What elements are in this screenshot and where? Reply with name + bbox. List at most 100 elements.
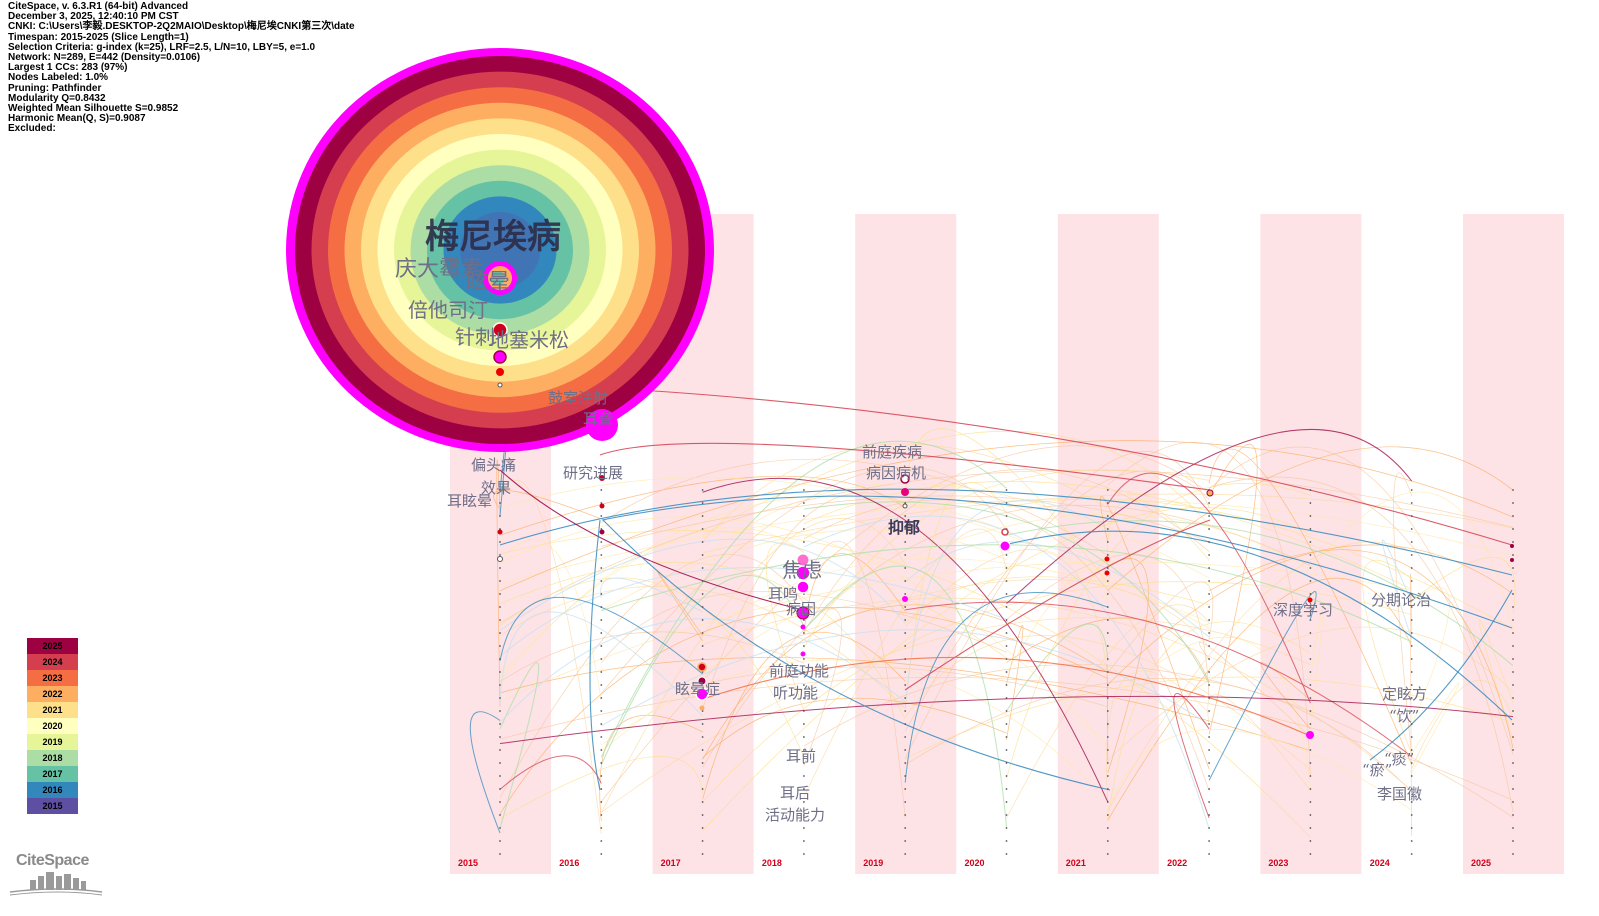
keyword-node[interactable] bbox=[492, 322, 508, 338]
keyword-node[interactable] bbox=[599, 503, 605, 509]
timeline-dot bbox=[1512, 684, 1514, 686]
legend-year-cell: 2019 bbox=[27, 734, 78, 750]
timeline-dot bbox=[803, 528, 805, 530]
keyword-node[interactable] bbox=[1510, 558, 1514, 562]
timeline-dot bbox=[701, 606, 704, 608]
keyword-node[interactable] bbox=[1001, 528, 1009, 536]
timeline-nodes[interactable] bbox=[483, 261, 1514, 739]
info-line: Largest 1 CCs: 283 (97%) bbox=[8, 62, 128, 74]
edge bbox=[499, 597, 703, 675]
edge bbox=[904, 549, 1109, 679]
timeline-dot bbox=[499, 632, 501, 634]
timeline-dot bbox=[499, 645, 501, 647]
keyword-label: 鼓室注射 bbox=[548, 389, 608, 407]
edge bbox=[904, 470, 1210, 732]
edge bbox=[905, 601, 1413, 758]
edge bbox=[1107, 472, 1311, 704]
timeline-dot bbox=[499, 749, 501, 751]
timeline-dot bbox=[1208, 554, 1210, 556]
timeline-dot bbox=[701, 645, 704, 647]
keyword-node[interactable] bbox=[599, 529, 605, 535]
timeline-dot bbox=[1005, 853, 1008, 855]
timeline-dot bbox=[1410, 801, 1413, 803]
timeline-dot bbox=[1005, 502, 1008, 504]
edge bbox=[1107, 581, 1214, 674]
keyword-node[interactable] bbox=[900, 474, 910, 484]
keyword-node[interactable] bbox=[901, 488, 909, 496]
timeline-dot bbox=[701, 736, 704, 738]
edge bbox=[1173, 693, 1210, 818]
timeline-dot bbox=[803, 658, 805, 660]
edge bbox=[904, 541, 1210, 638]
edge bbox=[499, 695, 1514, 745]
keyword-node[interactable] bbox=[902, 503, 908, 509]
timeline-dot bbox=[600, 632, 603, 634]
keyword-node[interactable] bbox=[800, 624, 806, 630]
keyword-node[interactable] bbox=[1104, 556, 1110, 562]
timeline-dot bbox=[600, 749, 603, 751]
timeline-dot bbox=[1106, 658, 1109, 660]
timeline-dot bbox=[1512, 645, 1514, 647]
keyword-node[interactable] bbox=[1206, 489, 1214, 497]
timeline-dot bbox=[1309, 853, 1312, 855]
keyword-node[interactable] bbox=[697, 662, 707, 672]
edge-highlight bbox=[499, 488, 1513, 576]
keyword-node[interactable] bbox=[1307, 597, 1313, 603]
keyword-node[interactable] bbox=[795, 565, 811, 581]
keyword-label: 焦虑 bbox=[782, 558, 822, 582]
keyword-node[interactable] bbox=[699, 705, 705, 711]
timeline-dot bbox=[1106, 671, 1109, 673]
timeline-dot bbox=[1005, 658, 1008, 660]
timeline-dot bbox=[1512, 541, 1514, 543]
keyword-node[interactable] bbox=[1306, 731, 1314, 739]
keyword-node[interactable] bbox=[497, 529, 503, 535]
timeline-dot bbox=[1106, 723, 1109, 725]
timeline-dot bbox=[1005, 515, 1008, 517]
info-line: Modularity Q=0.8432 bbox=[8, 92, 106, 104]
timeline-dot bbox=[803, 710, 805, 712]
timeline-dot bbox=[1410, 515, 1413, 517]
timeline-dot bbox=[499, 554, 501, 556]
keyword-node[interactable] bbox=[496, 368, 504, 376]
timeline-dot bbox=[1106, 645, 1109, 647]
keyword-node[interactable] bbox=[1510, 544, 1514, 548]
timeline-dot bbox=[1106, 684, 1109, 686]
keyword-node[interactable] bbox=[599, 475, 605, 481]
keyword-node[interactable] bbox=[796, 606, 810, 620]
keyword-node[interactable] bbox=[697, 676, 707, 686]
node-meniere-disease[interactable] bbox=[286, 48, 714, 452]
keyword-node[interactable] bbox=[695, 687, 709, 701]
timeline-dot bbox=[1512, 723, 1514, 725]
keyword-node[interactable] bbox=[497, 382, 503, 388]
citespace-skyline-icon bbox=[9, 872, 103, 896]
keyword-node[interactable] bbox=[493, 350, 507, 364]
edge bbox=[499, 538, 906, 631]
keyword-label: 耳后 bbox=[780, 784, 810, 802]
year-band bbox=[1260, 214, 1362, 874]
keyword-node[interactable] bbox=[799, 650, 807, 658]
edge bbox=[1478, 619, 1514, 740]
keyword-node[interactable] bbox=[999, 540, 1011, 552]
keyword-node[interactable] bbox=[1104, 570, 1110, 576]
timeline-dot bbox=[600, 554, 603, 556]
timeline-dot bbox=[1512, 593, 1514, 595]
keyword-label: 倍他司汀 bbox=[408, 298, 488, 322]
timeline-dot bbox=[1208, 684, 1210, 686]
edge bbox=[499, 440, 1514, 592]
timeline-dot bbox=[904, 671, 907, 673]
keyword-node[interactable] bbox=[796, 580, 810, 594]
info-line: Timespan: 2015-2025 (Slice Length=1) bbox=[8, 31, 189, 43]
year-axis-labels: 2015 2016 2017 2018 2019 2020 2021 2022 2023 2024… bbox=[458, 858, 1491, 868]
keyword-node[interactable] bbox=[902, 596, 908, 602]
keyword-node[interactable] bbox=[491, 271, 505, 285]
keyword-node[interactable] bbox=[497, 556, 503, 562]
timeline-dot bbox=[1512, 697, 1514, 699]
timeline-dot bbox=[1208, 593, 1210, 595]
timeline-dot bbox=[1005, 697, 1008, 699]
keyword-node[interactable] bbox=[586, 409, 618, 441]
edge bbox=[493, 490, 602, 520]
timeline-dot bbox=[701, 515, 704, 517]
timeline-dot bbox=[1005, 749, 1008, 751]
timeline-dot bbox=[1512, 489, 1514, 491]
